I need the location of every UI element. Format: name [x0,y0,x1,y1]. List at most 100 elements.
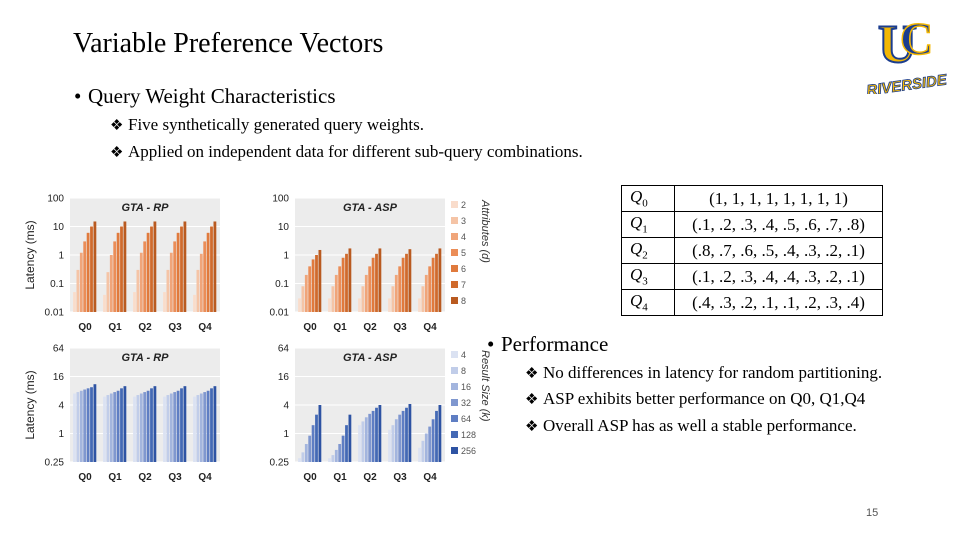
bar [408,403,412,462]
bar [345,253,348,312]
bar [331,455,335,462]
bar [388,429,391,462]
bar [421,286,425,312]
bar [431,257,435,312]
bar [123,221,127,312]
bullet-text: Query Weight Characteristics [88,84,336,108]
x-tick-label: Q0 [303,322,317,333]
y-tick-label: 10 [278,222,290,233]
x-tick-label: Q4 [423,322,437,333]
y-tick-label: 100 [272,194,289,205]
chart-asp-result-size: 64 16 4 1 0.25 GTA - ASP Q0 Q1 Q2 Q3 Q4 4 8 16 32 64 128… [245,340,491,495]
y-axis-label: Latency (ms) [23,220,37,289]
bar [146,390,150,462]
bar [76,392,80,462]
bar [418,447,421,462]
sub-bullet: ❖ ASP exhibits better performance on Q0, … [525,389,865,409]
sub-bullet-text: No differences in latency for random par… [543,363,883,382]
diamond-icon: ❖ [525,392,539,408]
bar [153,386,157,462]
query-name: Q1 [621,211,675,238]
legend-swatch [451,233,458,240]
bar [206,232,210,312]
bar [358,425,361,462]
bar [163,292,166,312]
x-tick-label: Q2 [138,472,152,483]
bar [318,405,322,462]
bar [405,407,408,462]
x-tick-label: Q1 [333,472,347,483]
bar [120,388,123,462]
query-letter: Q [630,187,643,207]
bar [113,392,117,462]
x-tick-label: Q3 [393,472,407,483]
bar [76,269,80,312]
bar [301,286,305,312]
bar [213,221,217,312]
diamond-icon: ❖ [525,419,539,435]
bar [143,241,147,312]
sub-bullet-text: ASP exhibits better performance on Q0, Q… [543,389,866,408]
bar [345,425,348,462]
bar [90,387,93,462]
bar [120,226,123,312]
x-tick-label: Q3 [393,322,407,333]
bar [378,405,382,462]
bar [199,253,203,312]
bar [428,426,432,462]
chart-svg: 64 16 4 1 0.25 GTA - RP Latency (ms) Q0 Q1 Q2 Q3 Q4 [23,344,220,483]
chart-title: GTA - ASP [343,202,398,214]
bar [133,396,136,462]
sub-bullet: ❖ Applied on independent data for differe… [110,142,583,162]
chart-title: GTA - RP [121,202,169,214]
query-index: 4 [642,301,648,314]
y-tick-label: 16 [53,372,65,383]
y-tick-label: 0.1 [50,279,64,290]
bar [328,298,331,312]
legend-label: 7 [461,280,466,290]
diamond-icon: ❖ [110,145,124,161]
bar [435,410,438,462]
diamond-icon: ❖ [525,366,539,382]
y-tick-label: 0.1 [275,279,289,290]
bar [348,248,352,312]
bar [196,395,200,462]
bar [304,444,308,462]
bar [203,392,207,462]
bar [391,286,395,312]
bar [139,252,143,312]
query-vector: (1, 1, 1, 1, 1, 1, 1, 1) [674,185,883,212]
query-vector: (.1, .2, .3, .4, .5, .6, .7, .8) [674,211,883,238]
bar [361,286,365,312]
legend-title: Attributes (d) [479,199,490,263]
bar [364,417,368,462]
bar [173,241,177,312]
x-tick-label: Q1 [108,472,122,483]
legend-swatch [451,367,458,374]
bar [90,226,93,312]
query-name: Q2 [621,237,675,264]
bar [431,419,435,462]
bar [116,390,120,462]
chart-rp-attributes: 100 10 1 0.1 0.01 GTA - RP Latency (ms) Q0 Q1 Q2 Q… [20,190,245,345]
query-row: Q2 (.8, .7, .6, .5, .4, .3, .2, .1) [621,237,883,264]
query-name: Q3 [621,263,675,290]
y-tick-label: 16 [278,372,290,383]
bar [328,458,331,462]
bar [213,386,217,462]
x-tick-label: Q3 [168,472,182,483]
bar [106,272,110,312]
legend-swatch [451,351,458,358]
y-tick-label: 0.25 [270,458,290,469]
bar [210,388,213,462]
chart-svg: 64 16 4 1 0.25 GTA - ASP Q0 Q1 Q2 Q3 Q4 4 8 16 32 64 128… [270,344,491,484]
legend-swatch [451,201,458,208]
bar [391,425,395,462]
bar [86,232,90,312]
x-tick-label: Q3 [168,322,182,333]
legend-label: 32 [461,398,471,408]
bar [301,452,305,462]
bullet-query-weight: • Query Weight Characteristics [74,84,336,109]
y-tick-label: 1 [283,429,289,440]
legend-label: 4 [461,350,466,360]
